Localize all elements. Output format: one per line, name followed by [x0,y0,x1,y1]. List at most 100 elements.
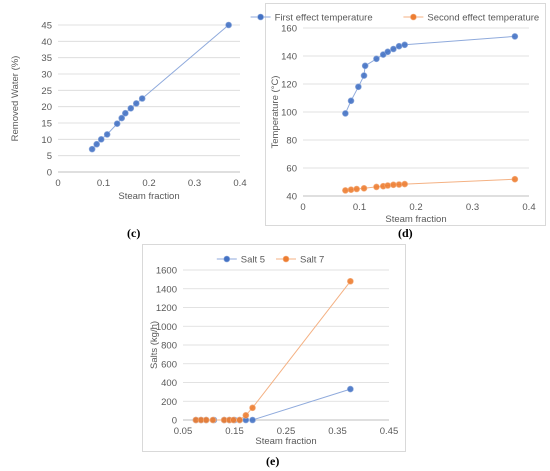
x-tick-label-d-0: 0 [300,202,305,213]
data-point-c-0-0 [88,145,96,153]
data-point-c-0-9 [138,95,146,102]
y-tick-label-e-0: 0 [172,416,177,427]
data-point-d-1-7 [390,181,397,189]
y-axis-title-e: Salts (kg/h) [149,321,160,369]
data-point-d-1-10 [511,175,519,183]
data-point-d-0-8 [390,45,397,53]
y-tick-label-e-6: 1200 [156,303,177,314]
x-tick-label-d-3: 0.3 [466,202,479,213]
y-tick-label-e-2: 400 [161,378,177,389]
data-point-d-0-1 [347,97,355,105]
legend-marker-d-0 [257,13,264,21]
y-tick-label-c-0: 0 [47,168,52,179]
data-point-e-1-2 [202,416,210,424]
x-tick-label-c-0: 0 [55,178,60,189]
data-point-c-0-10 [225,21,232,29]
y-tick-label-d-1: 60 [286,164,297,175]
x-tick-label-e-4: 0.45 [380,426,399,437]
data-point-d-1-3 [360,185,368,192]
y-tick-label-d-2: 80 [286,136,297,147]
x-tick-label-c-3: 0.3 [188,178,201,189]
legend-label-e-1: Salt 7 [300,255,324,266]
y-tick-label-d-6: 160 [281,24,297,35]
data-point-c-0-8 [132,100,140,107]
series-line-e-0 [195,388,351,421]
data-point-d-0-3 [360,72,368,79]
data-point-e-1-3 [209,416,217,424]
legend-label-e-0: Salt 5 [241,255,265,266]
y-tick-label-d-3: 100 [281,108,297,119]
data-point-d-0-7 [384,48,392,56]
x-axis-title-e: Steam fraction [255,436,316,447]
data-point-d-1-1 [347,186,355,193]
data-point-e-0-10 [347,385,354,393]
y-tick-label-e-1: 200 [161,397,177,408]
legend-label-d-1: Second effect temperature [427,13,539,24]
y-tick-label-c-1: 5 [47,151,52,162]
data-point-d-0-2 [355,83,362,91]
data-point-d-1-2 [353,185,360,193]
y-tick-label-d-5: 140 [281,52,297,63]
data-point-e-1-10 [347,277,354,285]
legend-marker-e-0 [223,255,231,263]
x-tick-label-c-2: 0.2 [142,178,155,189]
caption-e: (e) [266,454,280,468]
data-point-e-1-9 [249,404,256,412]
data-point-d-0-5 [373,55,380,63]
data-point-d-1-8 [395,181,403,188]
data-point-c-0-4 [113,120,121,127]
y-tick-label-d-0: 40 [286,192,297,203]
x-tick-label-e-2: 0.25 [277,426,296,437]
y-tick-label-c-6: 30 [41,70,52,81]
x-tick-label-e-0: 0.05 [174,426,193,437]
x-tick-label-d-2: 0.2 [409,202,422,213]
chart-panel-c: 0 5 10 15 20 25 30 35 40 45 0 0.1 0.2 0.3 0.4 Steam fra… [0,0,262,222]
caption-d: (d) [398,226,413,240]
data-point-d-0-4 [361,62,369,70]
y-axis-title-c: Removed Water (%) [10,56,21,142]
data-point-c-0-2 [97,136,105,143]
data-point-e-0-9 [249,416,256,424]
chart-c-svg: 0 5 10 15 20 25 30 35 40 45 0 0.1 0.2 0.3 0.4 Steam fra… [10,21,247,203]
data-point-d-0-10 [401,41,408,49]
x-axis-title-c: Steam fraction [118,191,179,202]
data-point-c-0-6 [122,109,129,117]
data-point-e-1-8 [242,412,250,419]
chart-e-svg: 0 200 400 600 800 1000 1200 1400 1600 0.05 0.15 0.2… [149,255,399,448]
data-point-d-0-9 [395,42,403,50]
data-point-d-0-0 [342,110,349,117]
series-line-c-0 [91,24,229,150]
y-tick-label-c-2: 10 [41,135,52,146]
x-tick-label-e-1: 0.15 [225,426,244,437]
data-point-c-0-3 [103,131,111,138]
data-point-d-1-6 [384,182,392,189]
y-tick-label-e-7: 1400 [156,284,177,295]
x-tick-label-e-3: 0.35 [328,426,347,437]
x-tick-label-d-1: 0.1 [353,202,366,213]
x-tick-label-c-1: 0.1 [97,178,110,189]
y-tick-label-d-4: 120 [281,80,297,91]
chart-d-svg: 40 60 80 100 120 140 160 0 0.1 0.2 0.3 0.4 Steam fra… [250,13,539,225]
y-tick-label-c-7: 35 [41,53,52,64]
y-tick-label-e-4: 800 [161,341,177,352]
chart-panel-e: 0 200 400 600 800 1000 1200 1400 1600 0.05 0.15 0.2… [142,244,406,452]
y-tick-label-c-5: 25 [41,86,52,97]
legend-marker-d-1 [410,13,417,21]
data-point-e-1-6 [230,416,237,424]
x-tick-label-c-4: 0.4 [233,178,246,189]
x-tick-label-d-4: 0.4 [522,202,535,213]
y-tick-label-c-3: 15 [41,119,52,130]
y-tick-label-e-5: 1000 [156,322,177,333]
chart-panel-d: 40 60 80 100 120 140 160 0 0.1 0.2 0.3 0.4 Steam fra… [250,3,546,226]
data-point-d-1-4 [373,183,380,191]
legend-marker-e-1 [282,255,290,263]
y-tick-label-c-4: 20 [41,102,52,113]
legend-label-d-0: First effect temperature [275,13,373,24]
data-point-c-0-5 [118,114,125,122]
series-line-e-1 [195,280,351,421]
data-point-d-0-11 [511,33,519,40]
series-line-d-1 [345,178,515,191]
data-point-e-1-7 [236,416,243,424]
caption-c: (c) [127,226,141,240]
y-tick-label-e-8: 1600 [156,266,177,277]
